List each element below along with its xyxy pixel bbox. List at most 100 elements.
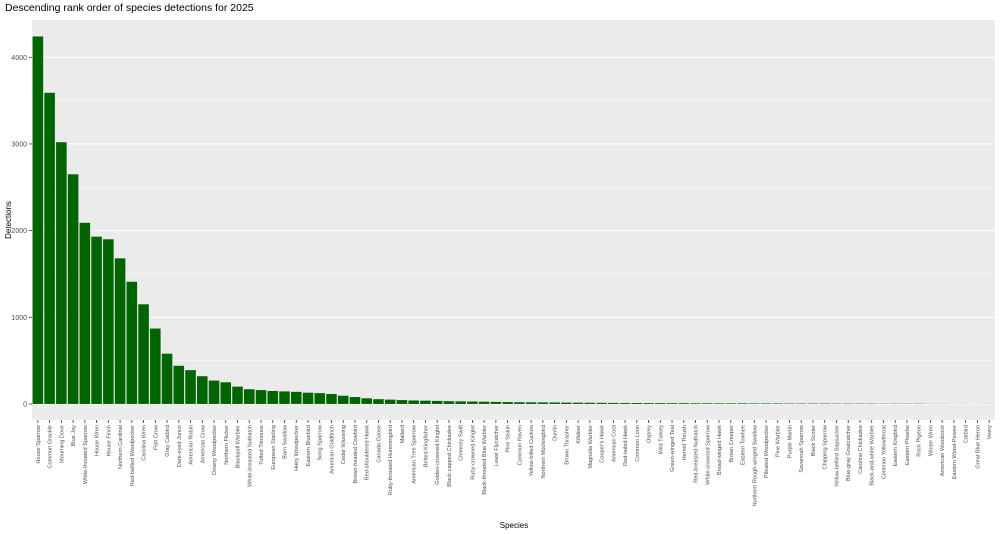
bar: [173, 365, 185, 404]
x-tick-label: Barn Swallow: [282, 424, 288, 459]
x-tick-label: Pileated Woodpecker: [764, 425, 770, 478]
bar: [443, 401, 455, 404]
bar: [760, 403, 772, 404]
bar: [150, 328, 161, 404]
x-tick-label: Tufted Titmouse: [259, 425, 265, 465]
x-tick-label: Ruby-crowned Kinglet: [470, 425, 476, 480]
x-tick-label: Pine Siskin: [506, 425, 512, 453]
bar: [243, 389, 255, 404]
bar: [337, 395, 349, 404]
x-tick-label: Eastern Towhee: [741, 425, 747, 465]
bar: [255, 390, 267, 404]
bar: [502, 402, 513, 404]
bar: [114, 258, 126, 404]
bar: [631, 403, 643, 404]
x-tick-label: Broad-winged Hawk: [717, 425, 723, 475]
bar: [561, 402, 572, 404]
x-tick-label: Yellow-billed Cuckoo: [529, 425, 535, 476]
x-tick-label: Fish Crow: [153, 424, 159, 450]
bar: [478, 401, 490, 404]
bar: [408, 400, 419, 404]
x-tick-label: Catbird: [964, 425, 970, 443]
bar: [455, 401, 466, 404]
x-tick-label: European Starling: [271, 425, 277, 470]
bar: [655, 403, 666, 404]
bar: [525, 402, 537, 404]
bar: [549, 402, 560, 404]
bar: [572, 402, 584, 404]
x-tick-label: Northern Rough-winged Swallow: [752, 424, 758, 506]
bar: [185, 370, 196, 404]
x-tick-label: Pine Warbler: [776, 425, 782, 457]
x-tick-label: Song Sparrow: [318, 424, 324, 460]
bar: [67, 174, 79, 404]
x-tick-label: Magnolia Warbler: [588, 425, 594, 469]
bar: [220, 382, 232, 404]
x-tick-label: Dunlin: [553, 425, 559, 441]
bar: [197, 376, 208, 404]
y-tick-label: 4000: [11, 55, 27, 62]
x-tick-label: Northern Flicker: [224, 425, 230, 465]
bar: [596, 402, 607, 404]
x-tick-label: American Crow: [200, 424, 206, 463]
x-tick-label: Least Flycatcher: [494, 425, 500, 466]
x-tick-label: Dark-eyed Junco: [177, 425, 183, 467]
x-tick-label: Common Yellowthroat: [881, 425, 887, 480]
bar: [326, 393, 337, 404]
x-tick-label: Red-breasted Nuthatch: [694, 425, 700, 483]
x-tick-label: Common Raven: [517, 425, 523, 465]
x-tick-label: Red-bellied Woodpecker: [130, 425, 136, 486]
x-tick-label: American Coot: [611, 425, 617, 462]
y-axis-title: Detections: [4, 201, 13, 239]
bar: [126, 281, 138, 404]
bar: [467, 401, 478, 404]
bar: [772, 403, 784, 404]
x-tick-label: House Sparrow: [36, 424, 42, 464]
x-tick-label: White-throated Sparrow: [83, 424, 89, 484]
x-tick-label: Mallard: [400, 425, 406, 443]
x-tick-label: Black Scoter: [811, 425, 817, 457]
x-tick-label: Gray Catbird: [165, 425, 171, 457]
x-tick-label: Eastern Wood-Pewee: [952, 425, 958, 479]
bar: [349, 397, 361, 404]
x-tick-label: Savannah Sparrow: [799, 424, 805, 473]
y-tick-label: 2000: [11, 228, 27, 235]
bar: [267, 390, 279, 404]
y-tick-label: 3000: [11, 141, 27, 148]
x-tick-label: Brown Thrasher: [564, 425, 570, 465]
bar: [314, 393, 326, 404]
x-tick-label: Northern Cardinal: [118, 425, 124, 469]
x-tick-label: White-crowned Sparrow: [705, 424, 711, 485]
x-tick-label: American Tree Sparrow: [412, 424, 418, 484]
bar: [103, 239, 114, 404]
plot-panel: [32, 20, 995, 420]
bar: [490, 401, 502, 404]
x-tick-label: Great Blue Heron: [975, 425, 981, 469]
x-tick-label: American Woodcock: [940, 425, 946, 476]
bar: [537, 402, 549, 404]
bar: [302, 392, 314, 404]
x-tick-label: Eastern Kingbird: [893, 425, 899, 466]
x-tick-label: Black-and-white Warbler: [870, 425, 876, 486]
x-tick-label: Golden-crowned Kinglet: [435, 425, 441, 485]
bar: [584, 402, 596, 404]
x-tick-label: Chipping Sparrow: [823, 424, 829, 469]
bar: [420, 400, 431, 404]
x-tick-label: Red-tailed Hawk: [623, 425, 629, 466]
x-tick-label: Eastern Phoebe: [905, 425, 911, 465]
x-tick-label: Blackpoll Warbler: [236, 425, 242, 468]
x-tick-label: Yellow-bellied Sapsucker: [834, 425, 840, 487]
x-tick-label: White-breasted Nuthatch: [247, 425, 253, 487]
x-tick-label: Mourning Dove: [59, 425, 65, 463]
x-axis-title: Species: [500, 521, 528, 530]
bar: [643, 403, 654, 404]
bar: [279, 391, 290, 404]
bar: [713, 403, 725, 404]
bar: [56, 142, 67, 404]
bar: [232, 386, 243, 404]
x-tick-label: Belted Kingfisher: [423, 425, 429, 467]
bar: [290, 391, 302, 404]
x-tick-label: House Wren: [95, 425, 101, 456]
bar: [361, 398, 372, 404]
